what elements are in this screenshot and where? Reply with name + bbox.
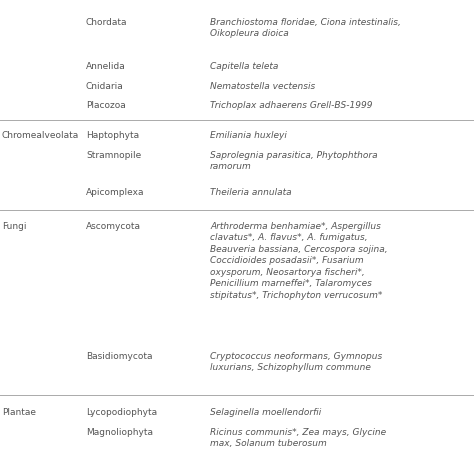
Text: Lycopodiophyta: Lycopodiophyta [86,408,157,417]
Text: Basidiomycota: Basidiomycota [86,352,153,361]
Text: Saprolegnia parasitica, Phytophthora
ramorum: Saprolegnia parasitica, Phytophthora ram… [210,151,378,172]
Text: Cryptococcus neoformans, Gymnopus
luxurians, Schizophyllum commune: Cryptococcus neoformans, Gymnopus luxuri… [210,352,382,373]
Text: Selaginella moellendorfii: Selaginella moellendorfii [210,408,321,417]
Text: Apicomplexa: Apicomplexa [86,188,145,197]
Text: Arthroderma benhamiae*, Aspergillus
clavatus*, A. flavus*, A. fumigatus,
Beauver: Arthroderma benhamiae*, Aspergillus clav… [210,222,388,300]
Text: Ascomycota: Ascomycota [86,222,141,231]
Text: Magnoliophyta: Magnoliophyta [86,428,153,437]
Text: Emiliania huxleyi: Emiliania huxleyi [210,131,287,140]
Text: Haptophyta: Haptophyta [86,131,139,140]
Text: Chromealveolata: Chromealveolata [2,131,79,140]
Text: Capitella teleta: Capitella teleta [210,62,278,71]
Text: Theileria annulata: Theileria annulata [210,188,292,197]
Text: Branchiostoma floridae, Ciona intestinalis,
Oikopleura dioica: Branchiostoma floridae, Ciona intestinal… [210,18,401,38]
Text: Fungi: Fungi [2,222,27,231]
Text: Annelida: Annelida [86,62,126,71]
Text: Placozoa: Placozoa [86,101,126,110]
Text: Stramnopile: Stramnopile [86,151,141,160]
Text: Chordata: Chordata [86,18,128,27]
Text: Nematostella vectensis: Nematostella vectensis [210,82,315,91]
Text: Ricinus communis*, Zea mays, Glycine
max, Solanum tuberosum: Ricinus communis*, Zea mays, Glycine max… [210,428,386,448]
Text: Trichoplax adhaerens Grell-BS-1999: Trichoplax adhaerens Grell-BS-1999 [210,101,373,110]
Text: Plantae: Plantae [2,408,36,417]
Text: Cnidaria: Cnidaria [86,82,124,91]
